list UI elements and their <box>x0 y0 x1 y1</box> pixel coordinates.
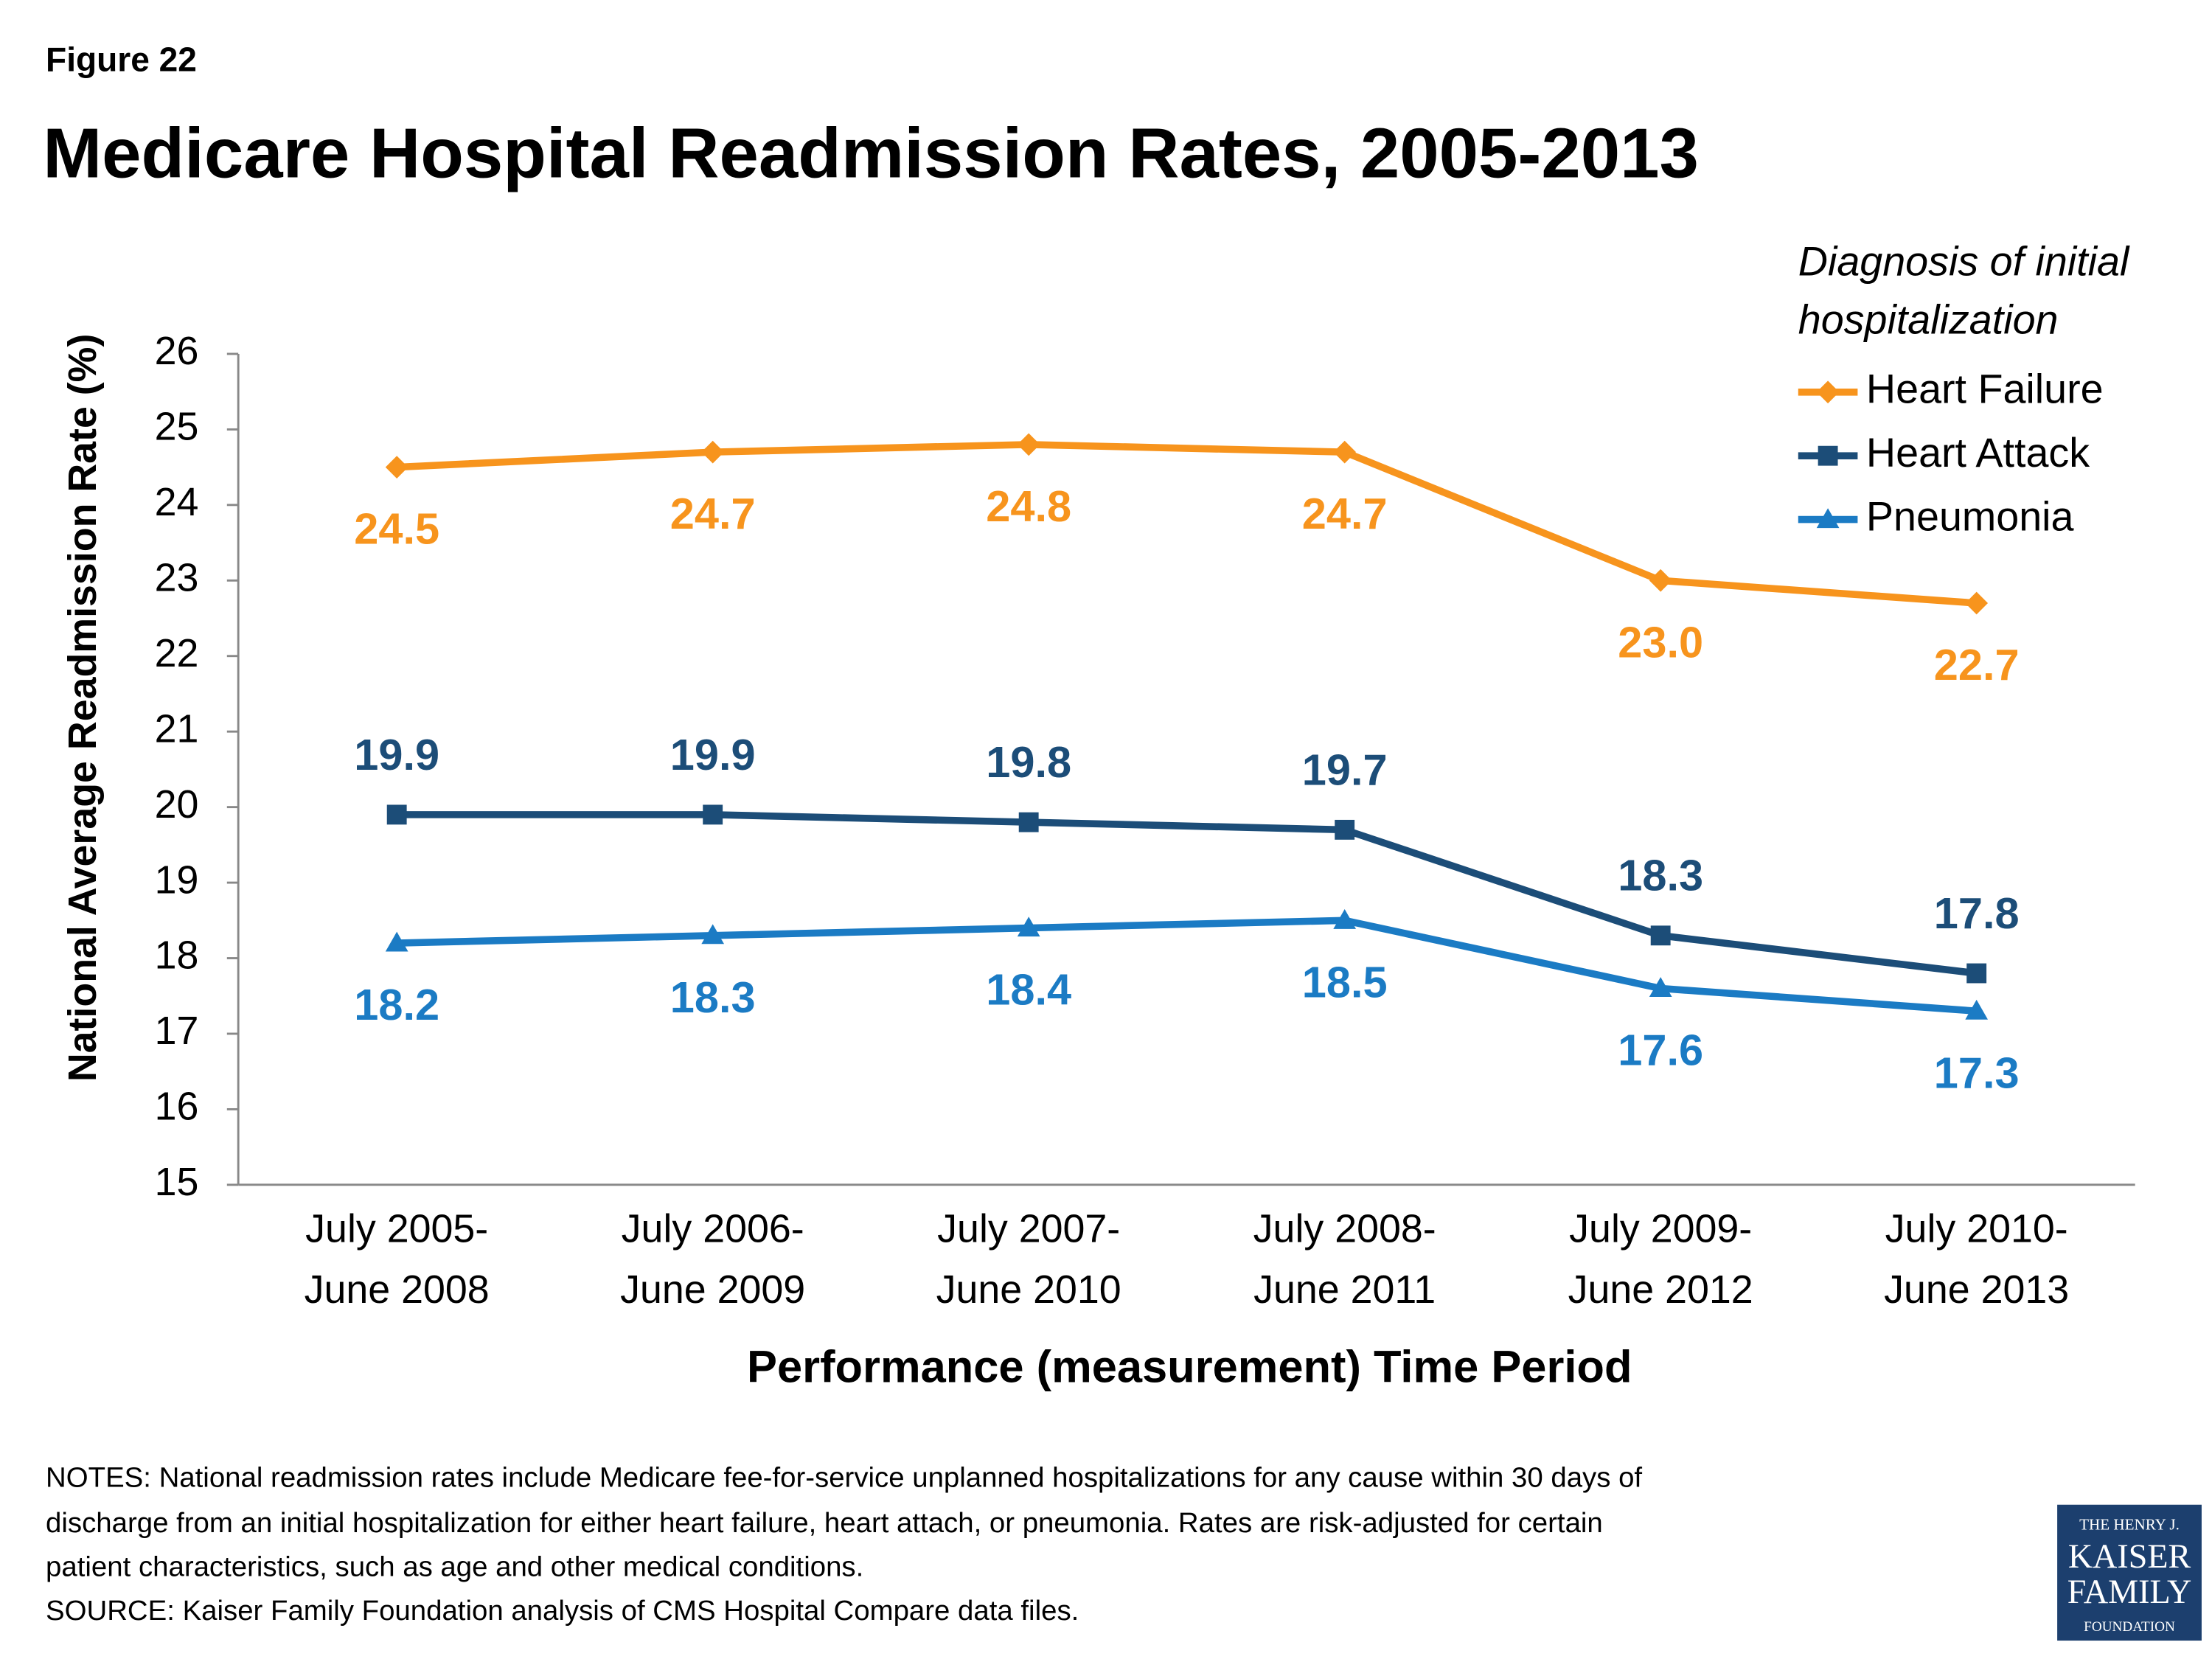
x-tick-label: July 2009- <box>1569 1206 1752 1251</box>
figure-label: Figure 22 <box>46 41 197 79</box>
x-tick-label: June 2011 <box>1253 1267 1436 1312</box>
legend-marker <box>1816 380 1840 404</box>
x-tick-label: June 2009 <box>620 1267 805 1312</box>
data-point <box>1017 433 1040 456</box>
note-line: NOTES: National readmission rates includ… <box>46 1461 1642 1493</box>
logo-text: FAMILY <box>2067 1573 2192 1610</box>
data-point <box>1018 812 1039 832</box>
data-point <box>1966 963 1987 984</box>
data-label: 19.9 <box>670 730 756 779</box>
data-point <box>1965 591 1989 615</box>
source-line: SOURCE: Kaiser Family Foundation analysi… <box>46 1595 1079 1627</box>
chart-title: Medicare Hospital Readmission Rates, 200… <box>43 114 1699 192</box>
x-tick-label: July 2006- <box>622 1206 804 1251</box>
data-label: 18.5 <box>1302 957 1388 1006</box>
y-tick-label: 26 <box>155 329 199 373</box>
y-axis-label: National Average Readmission Rate (%) <box>60 334 105 1082</box>
y-tick-label: 15 <box>155 1160 199 1204</box>
data-point <box>1333 440 1357 464</box>
note-line: discharge from an initial hospitalizatio… <box>46 1507 1603 1539</box>
data-label: 17.8 <box>1934 888 2020 938</box>
y-tick-label: 17 <box>155 1009 199 1053</box>
x-tick-label: July 2010- <box>1885 1206 2068 1251</box>
x-tick-label: July 2005- <box>305 1206 488 1251</box>
data-label: 17.3 <box>1934 1048 2020 1097</box>
y-tick-label: 20 <box>155 782 199 827</box>
legend-label: Heart Failure <box>1866 366 2104 411</box>
data-point <box>1335 819 1355 840</box>
y-tick-label: 16 <box>155 1085 199 1129</box>
logo-text: KAISER <box>2068 1537 2191 1575</box>
series-line <box>397 917 1978 1015</box>
data-label: 18.4 <box>986 965 1071 1015</box>
data-point <box>701 924 725 945</box>
x-axis-label: Performance (measurement) Time Period <box>747 1342 1632 1393</box>
data-label: 24.8 <box>986 481 1071 531</box>
legend-label: Pneumonia <box>1866 493 2074 539</box>
y-tick-label: 24 <box>155 480 199 524</box>
data-point <box>1649 977 1672 998</box>
x-tick-label: June 2012 <box>1568 1267 1753 1312</box>
legend-title: hospitalization <box>1798 296 2059 342</box>
data-point <box>703 804 723 825</box>
data-label: 24.7 <box>1302 489 1388 538</box>
legend-marker <box>1816 508 1840 529</box>
y-tick-label: 23 <box>155 555 199 599</box>
data-label: 18.3 <box>1618 851 1703 900</box>
data-label: 19.9 <box>354 730 439 779</box>
data-label: 19.7 <box>1302 745 1388 794</box>
data-label: 18.3 <box>670 973 756 1022</box>
data-label: 24.5 <box>354 504 439 554</box>
data-point <box>1965 999 1989 1020</box>
data-point <box>386 804 407 825</box>
legend-marker <box>1818 445 1838 466</box>
logo-text: FOUNDATION <box>2084 1619 2175 1635</box>
data-point <box>701 440 725 464</box>
legend-title: Diagnosis of initial <box>1798 239 2130 285</box>
x-tick-label: June 2010 <box>936 1267 1121 1312</box>
data-label: 22.7 <box>1934 640 2020 689</box>
y-tick-label: 22 <box>155 631 199 675</box>
data-point <box>1017 917 1040 937</box>
data-point <box>385 456 408 479</box>
data-point <box>1333 908 1357 929</box>
series-line <box>396 441 1978 607</box>
data-label: 24.7 <box>670 489 756 538</box>
data-point <box>1649 568 1672 592</box>
series-line <box>397 811 1978 977</box>
data-label: 18.2 <box>354 980 439 1029</box>
data-label: 19.8 <box>986 737 1071 787</box>
data-point <box>385 931 408 952</box>
x-tick-label: June 2013 <box>1884 1267 2069 1312</box>
y-tick-label: 18 <box>155 933 199 978</box>
legend-label: Heart Attack <box>1866 430 2090 476</box>
logo-box <box>2057 1504 2202 1641</box>
data-point <box>1650 925 1671 946</box>
logo-text: THE HENRY J. <box>2079 1515 2180 1533</box>
data-label: 17.6 <box>1618 1026 1703 1075</box>
note-line: patient characteristics, such as age and… <box>46 1551 863 1582</box>
y-tick-label: 19 <box>155 858 199 902</box>
x-tick-label: July 2007- <box>937 1206 1120 1251</box>
x-tick-label: July 2008- <box>1253 1206 1436 1251</box>
x-tick-label: June 2008 <box>305 1267 490 1312</box>
y-tick-label: 21 <box>155 706 199 751</box>
data-label: 23.0 <box>1618 617 1703 667</box>
y-tick-label: 25 <box>155 405 199 449</box>
